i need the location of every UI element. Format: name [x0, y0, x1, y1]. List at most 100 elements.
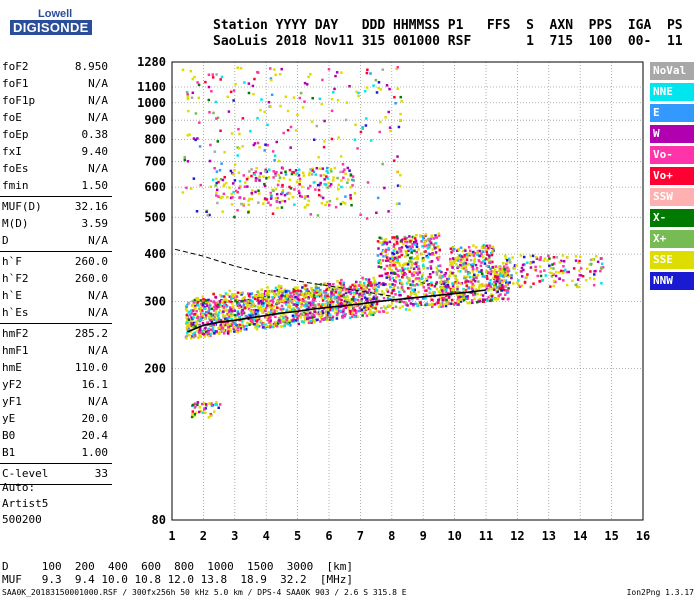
echo-point: [211, 73, 215, 76]
echo-point: [220, 300, 223, 303]
echo-point: [360, 299, 363, 303]
echo-point: [379, 282, 383, 286]
echo-point: [397, 250, 401, 253]
echo-point: [331, 315, 335, 318]
echo-point: [493, 288, 496, 291]
echo-point: [417, 264, 420, 268]
echo-point: [192, 137, 196, 140]
echo-point: [437, 232, 441, 235]
echo-point: [423, 280, 426, 283]
echo-point: [266, 286, 269, 289]
echo-point: [460, 293, 464, 297]
echo-point: [403, 262, 406, 266]
echo-point: [314, 188, 317, 191]
echo-point: [485, 287, 489, 290]
echo-point: [379, 88, 383, 91]
echo-point: [352, 179, 356, 182]
echo-point: [256, 141, 260, 145]
echo-point: [368, 281, 372, 284]
polarization-legend: NoVal NNE E W Vo- Vo+ SSW X- X+ SSE NNW: [650, 62, 694, 293]
echo-point: [201, 303, 205, 307]
echo-point: [488, 254, 491, 258]
echo-point: [437, 305, 441, 309]
x-tick-label: 4: [263, 529, 270, 543]
echo-point: [337, 136, 340, 139]
echo-point: [321, 299, 325, 302]
echo-point: [274, 320, 278, 324]
echo-point: [420, 252, 423, 256]
echo-point: [473, 297, 476, 301]
echo-point: [423, 244, 426, 248]
echo-point: [504, 273, 508, 276]
echo-point: [310, 173, 314, 176]
echo-point: [555, 270, 558, 274]
echo-point: [351, 283, 354, 287]
echo-point: [364, 289, 367, 293]
echo-point: [410, 261, 413, 265]
echo-point: [311, 169, 314, 172]
echo-point: [189, 69, 193, 73]
echo-point: [415, 271, 418, 275]
param-row: fxI 9.40: [0, 143, 112, 160]
echo-point: [406, 268, 410, 272]
echo-point: [254, 190, 257, 194]
echo-point: [318, 97, 322, 101]
echo-point: [333, 297, 337, 301]
echo-point: [379, 262, 383, 265]
echo-point: [375, 211, 378, 215]
echo-point: [266, 290, 270, 293]
echo-point: [378, 241, 382, 244]
echo-point: [375, 297, 378, 300]
echo-point: [265, 198, 269, 201]
echo-point: [562, 270, 565, 273]
echo-point: [375, 299, 378, 302]
echo-point: [197, 410, 201, 414]
echo-point: [490, 282, 493, 286]
echo-point: [263, 182, 266, 186]
echo-point: [381, 68, 385, 71]
echo-point: [359, 304, 362, 307]
echo-point: [242, 204, 245, 207]
echo-point: [303, 100, 306, 103]
echo-point: [415, 277, 418, 280]
echo-point: [207, 73, 211, 77]
echo-point: [293, 203, 296, 206]
echo-point: [227, 313, 231, 316]
echo-point: [195, 309, 198, 313]
echo-point: [207, 416, 211, 419]
echo-point: [276, 206, 279, 210]
echo-point: [383, 267, 386, 271]
echo-point: [565, 270, 569, 274]
echo-point: [490, 297, 494, 300]
echo-point: [420, 275, 424, 278]
echo-point: [262, 202, 265, 205]
echo-point: [431, 253, 434, 256]
echo-point: [520, 284, 524, 287]
echo-point: [230, 314, 233, 318]
echo-point: [302, 295, 306, 299]
echo-point: [441, 290, 444, 294]
echo-point: [189, 324, 192, 327]
echo-point: [277, 317, 281, 320]
echo-point: [462, 295, 465, 298]
echo-point: [458, 263, 462, 267]
echo-point: [280, 192, 283, 196]
echo-point: [313, 320, 316, 324]
echo-point: [438, 274, 442, 277]
echo-point: [465, 295, 468, 299]
echo-point: [296, 317, 299, 320]
echo-point: [222, 183, 226, 186]
echo-point: [337, 297, 341, 301]
echo-point: [459, 295, 463, 298]
echo-point: [464, 264, 467, 268]
echo-point: [273, 311, 276, 314]
echo-point: [386, 256, 389, 259]
echo-point: [470, 253, 473, 256]
echo-point: [260, 309, 263, 312]
echo-point: [211, 316, 215, 319]
echo-point: [257, 306, 261, 310]
echo-point: [284, 95, 288, 98]
echo-point: [308, 171, 311, 174]
echo-point: [447, 300, 450, 304]
echo-point: [440, 286, 443, 290]
